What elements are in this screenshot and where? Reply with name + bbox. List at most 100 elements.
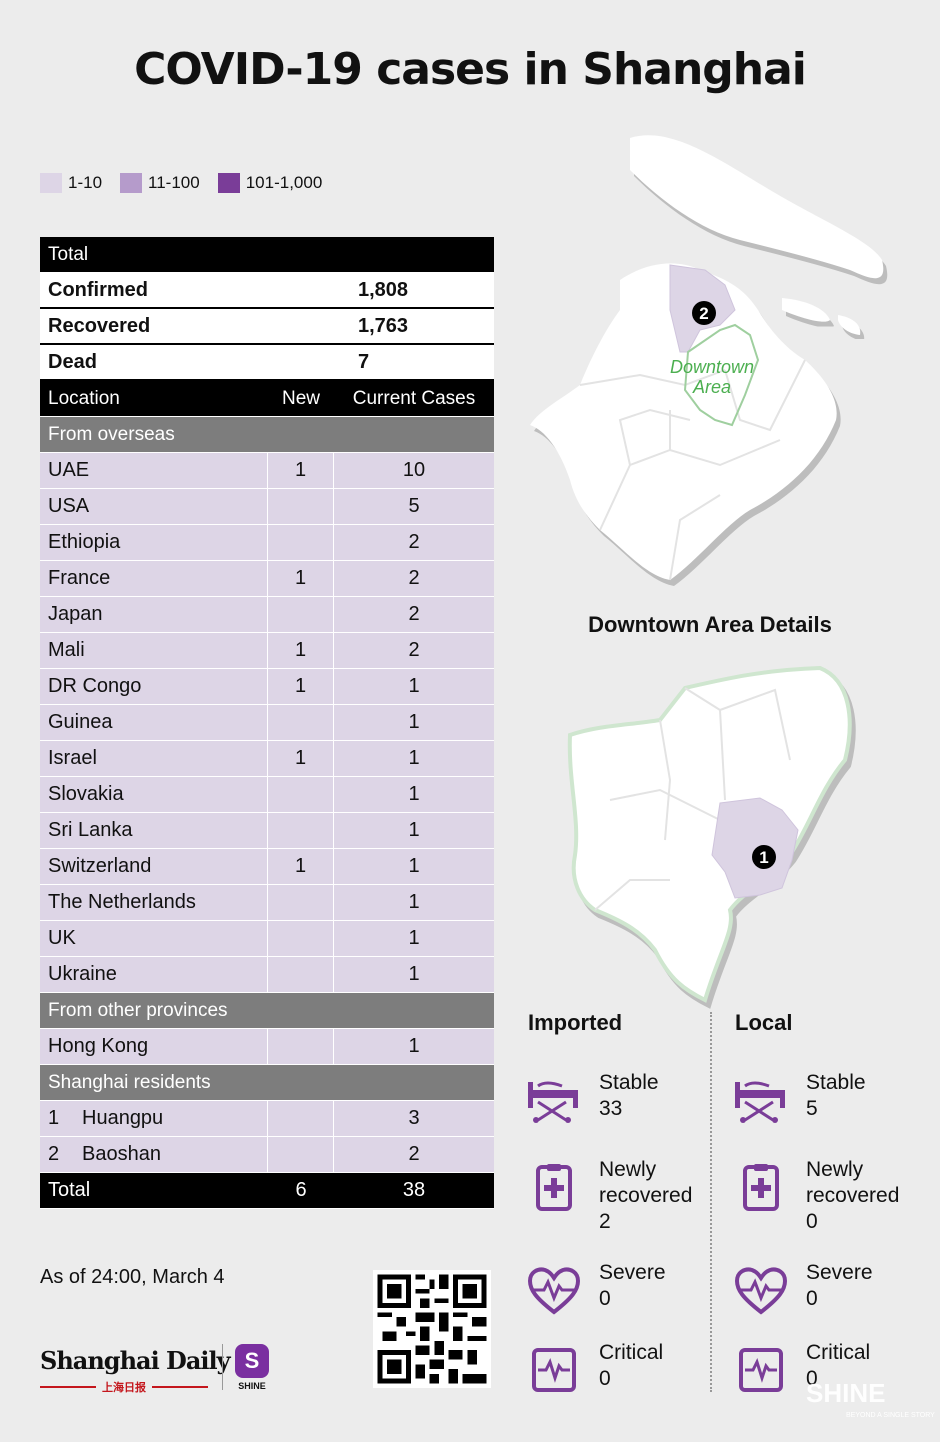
- cases-table: Total Confirmed 1,808 Recovered 1,763 Dead 7 …: [40, 237, 494, 1209]
- row-current: 1: [408, 819, 420, 841]
- grand-total-label: Total: [48, 1179, 91, 1201]
- stat-label: Newly: [806, 1158, 864, 1181]
- clipboard-icon: [743, 1164, 779, 1211]
- row-current: 1: [408, 1035, 420, 1057]
- local-recovered: Newly recovered 0: [727, 1157, 917, 1233]
- imported-panel: Imported Stable 33 Newly recovered 2 Severe…: [520, 1010, 710, 1392]
- row-location: 1 Huangpu: [40, 1101, 268, 1136]
- legend-label-1: 1-10: [68, 173, 103, 192]
- row-new: [268, 705, 334, 740]
- row-location: Ukraine: [40, 957, 268, 992]
- row-current: 1: [408, 711, 420, 733]
- stat-label: Stable: [599, 1071, 659, 1094]
- row-location: Slovakia: [40, 777, 268, 812]
- stat-label: Severe: [599, 1261, 666, 1284]
- row-location: Switzerland: [40, 849, 268, 884]
- row-new: [268, 885, 334, 920]
- monitor-pulse-icon: [739, 1348, 783, 1392]
- heart-pulse-icon: [734, 1267, 788, 1315]
- table-row: Japan 2: [40, 597, 494, 633]
- row-current: 2: [408, 639, 420, 661]
- row-location: DR Congo: [40, 669, 268, 704]
- downtown-outline: [683, 323, 760, 427]
- shine-logo-text: SHINE: [238, 1381, 266, 1391]
- shanghai-map: 2 Downtown Area 1: [530, 135, 884, 1003]
- legend: 1-10 11-100 101-1,000: [40, 173, 340, 193]
- panel-divider: [710, 1012, 712, 1392]
- table-row: Slovakia 1: [40, 777, 494, 813]
- chongming-island: [630, 135, 884, 279]
- row-current: 1: [408, 855, 420, 877]
- logo-divider: [222, 1344, 223, 1390]
- row-location: Israel: [40, 741, 268, 776]
- row-location: France: [40, 561, 268, 596]
- table-row: DR Congo 1 1: [40, 669, 494, 705]
- stat-label: recovered: [599, 1184, 693, 1207]
- section-residents: Shanghai residents: [40, 1065, 494, 1101]
- stat-value: 5: [806, 1097, 818, 1120]
- shine-watermark-tagline: BEYOND A SINGLE STORY: [846, 1412, 935, 1419]
- row-current: 1: [408, 675, 420, 697]
- marker-huangpu: [752, 845, 776, 869]
- row-current: 2: [408, 603, 420, 625]
- heart-pulse-icon: [527, 1267, 581, 1315]
- table-row: 1 Huangpu 3: [40, 1101, 494, 1137]
- row-current: 10: [402, 459, 426, 481]
- table-row: UAE 1 10: [40, 453, 494, 489]
- stat-value: 33: [599, 1097, 623, 1120]
- table-row: Hong Kong 1: [40, 1029, 494, 1065]
- totals-value: 1,808: [358, 278, 409, 301]
- stat-label: Severe: [806, 1261, 873, 1284]
- row-location: Guinea: [40, 705, 268, 740]
- totals-value: 1,763: [358, 314, 409, 337]
- row-new: 1: [268, 741, 334, 776]
- row-current: 2: [408, 1143, 420, 1165]
- totals-label: Recovered: [48, 314, 151, 337]
- totals-row: Recovered 1,763: [40, 309, 494, 345]
- row-location-name: Huangpu: [82, 1107, 164, 1129]
- table-row: France 1 2: [40, 561, 494, 597]
- row-new: [268, 1029, 334, 1064]
- row-current: 1: [408, 783, 420, 805]
- row-location: Ethiopia: [40, 525, 268, 560]
- row-number: 2: [48, 1143, 60, 1165]
- imported-heading: Imported: [528, 1010, 623, 1035]
- legend-swatch-2: [120, 173, 143, 193]
- stat-label: Critical: [806, 1341, 871, 1364]
- section-provinces: From other provinces: [40, 993, 494, 1029]
- column-location: Location: [48, 387, 120, 409]
- row-current: 5: [408, 495, 420, 517]
- downtown-map-label: Downtown: [670, 357, 754, 377]
- downtown-detail-map: [567, 665, 852, 1003]
- stat-value: 2: [599, 1210, 611, 1233]
- row-new: 1: [268, 561, 334, 596]
- row-location: Japan: [40, 597, 268, 632]
- table-row: UK 1: [40, 921, 494, 957]
- row-number: 1: [48, 1107, 60, 1129]
- small-island: [782, 298, 830, 322]
- marker-baoshan: [692, 301, 716, 325]
- row-current: 1: [408, 747, 420, 769]
- imported-stable: Stable 33: [520, 1070, 710, 1140]
- column-current: Current Cases: [352, 387, 476, 409]
- row-new: 1: [268, 633, 334, 668]
- qr-code-icon[interactable]: [373, 1270, 491, 1388]
- stat-value: 0: [599, 1287, 611, 1310]
- row-new: [268, 921, 334, 956]
- table-row: The Netherlands 1: [40, 885, 494, 921]
- legend-label-3: 101-1,000: [245, 173, 323, 192]
- stat-label: Stable: [806, 1071, 866, 1094]
- row-current: 1: [408, 927, 420, 949]
- row-new: 1: [268, 669, 334, 704]
- row-location: UK: [40, 921, 268, 956]
- row-new: [268, 777, 334, 812]
- mainland: [530, 263, 837, 580]
- row-new: 1: [268, 453, 334, 488]
- totals-row: Confirmed 1,808: [40, 273, 494, 309]
- row-new: 1: [268, 849, 334, 884]
- grand-total-new: 6: [295, 1179, 307, 1201]
- totals-label: Dead: [48, 350, 97, 373]
- imported-recovered: Newly recovered 2: [520, 1157, 710, 1233]
- row-new: [268, 597, 334, 632]
- stat-value: 0: [806, 1367, 818, 1390]
